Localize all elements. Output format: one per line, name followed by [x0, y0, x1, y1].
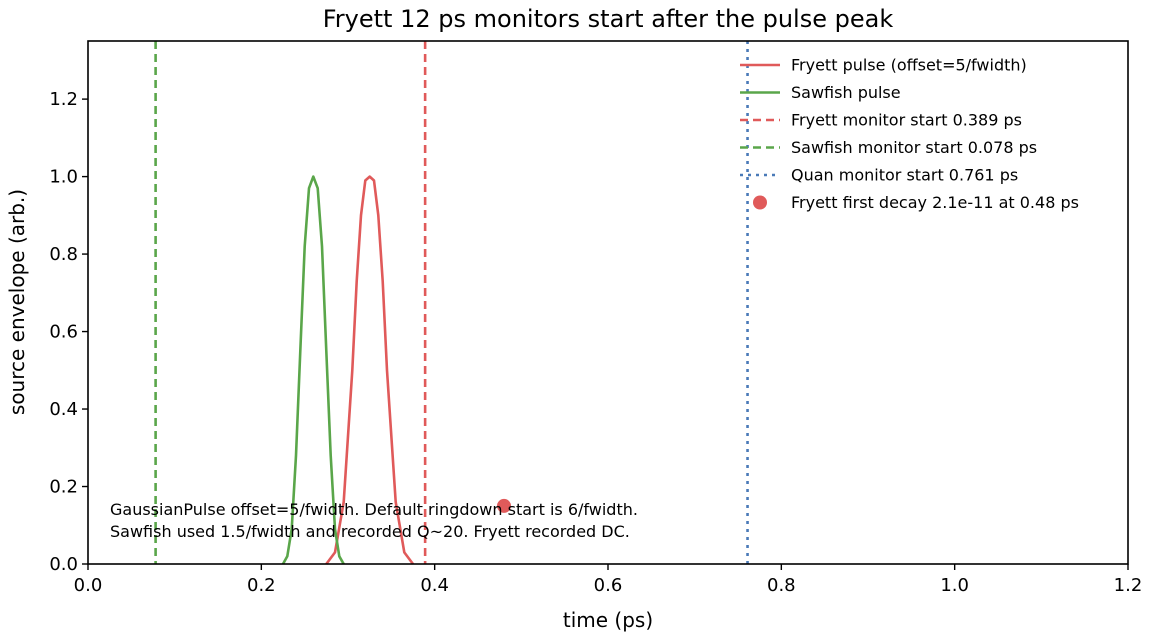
series-line-1 — [281, 175, 345, 565]
legend-label-0: Fryett pulse (offset=5/fwidth) — [791, 56, 1027, 75]
y-tick-label: 0.8 — [49, 244, 78, 265]
x-axis-label: time (ps) — [563, 608, 653, 632]
y-tick-label: 0.2 — [49, 477, 78, 498]
y-tick-label: 0.4 — [49, 399, 78, 420]
series-line-0 — [325, 175, 415, 565]
chart-title: Fryett 12 ps monitors start after the pu… — [323, 5, 894, 33]
legend-label-3: Sawfish monitor start 0.078 ps — [791, 138, 1037, 157]
x-tick-label: 0.8 — [767, 575, 796, 596]
legend-label-1: Sawfish pulse — [791, 83, 901, 102]
legend-label-5: Fryett first decay 2.1e-11 at 0.48 ps — [791, 193, 1079, 212]
x-tick-label: 0.2 — [247, 575, 276, 596]
ticks: 0.0 0.2 0.4 0.6 0.8 1.0 1.2 0.0 0.2 0.4 0.6 0.8 1.0 1… — [49, 89, 1142, 596]
legend: Fryett pulse (offset=5/fwidth) Sawfish pu… — [740, 56, 1079, 212]
y-axis-label: source envelope (arb.) — [5, 189, 29, 415]
annotation-line-2: Sawfish used 1.5/fwidth and recorded Q~2… — [110, 522, 630, 541]
legend-label-2: Fryett monitor start 0.389 ps — [791, 111, 1022, 130]
x-tick-label: 1.0 — [940, 575, 969, 596]
x-tick-label: 0.0 — [74, 575, 103, 596]
plot-area — [154, 41, 749, 565]
x-tick-label: 1.2 — [1114, 575, 1143, 596]
y-tick-label: 1.0 — [49, 167, 78, 188]
legend-swatch-5 — [753, 195, 767, 210]
y-tick-label: 0.0 — [49, 554, 78, 575]
x-tick-label: 0.6 — [594, 575, 623, 596]
x-tick-label: 0.4 — [420, 575, 449, 596]
annotation-line-1: GaussianPulse offset=5/fwidth. Default r… — [110, 500, 638, 519]
y-tick-label: 0.6 — [49, 322, 78, 343]
y-tick-label: 1.2 — [49, 89, 78, 110]
decay-point-5 — [497, 498, 511, 513]
legend-label-4: Quan monitor start 0.761 ps — [791, 166, 1018, 185]
